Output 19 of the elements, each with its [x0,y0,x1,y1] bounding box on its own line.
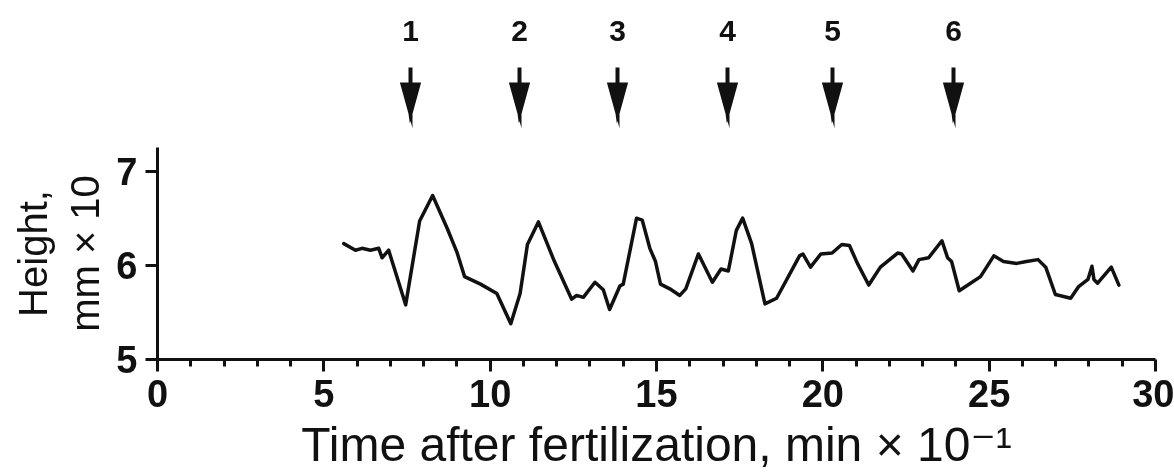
x-tick-label: 25 [968,372,1011,415]
x-axis-title: Time after fertilization, min × 10⁻¹ [301,417,1012,471]
y-axis-title: Height, mm × 10 [10,175,108,332]
text: 4 [719,13,737,47]
x-tick-label: 5 [313,372,335,415]
text: 1 [402,13,419,47]
x-tick-label: 30 [1132,372,1174,415]
text: 2 [511,13,528,47]
text: 5 [824,13,841,47]
text: 6 [945,13,962,47]
x-tick-label: 15 [635,372,678,415]
y-tick-label: 6 [116,244,138,287]
text: 3 [609,13,626,47]
y-tick-label: 7 [116,150,138,193]
y-tick-label: 5 [116,339,138,381]
x-tick-label: 0 [146,372,169,415]
x-tick-label: 20 [801,372,844,415]
x-tick-label: 10 [469,372,512,415]
line-series [342,193,1121,326]
